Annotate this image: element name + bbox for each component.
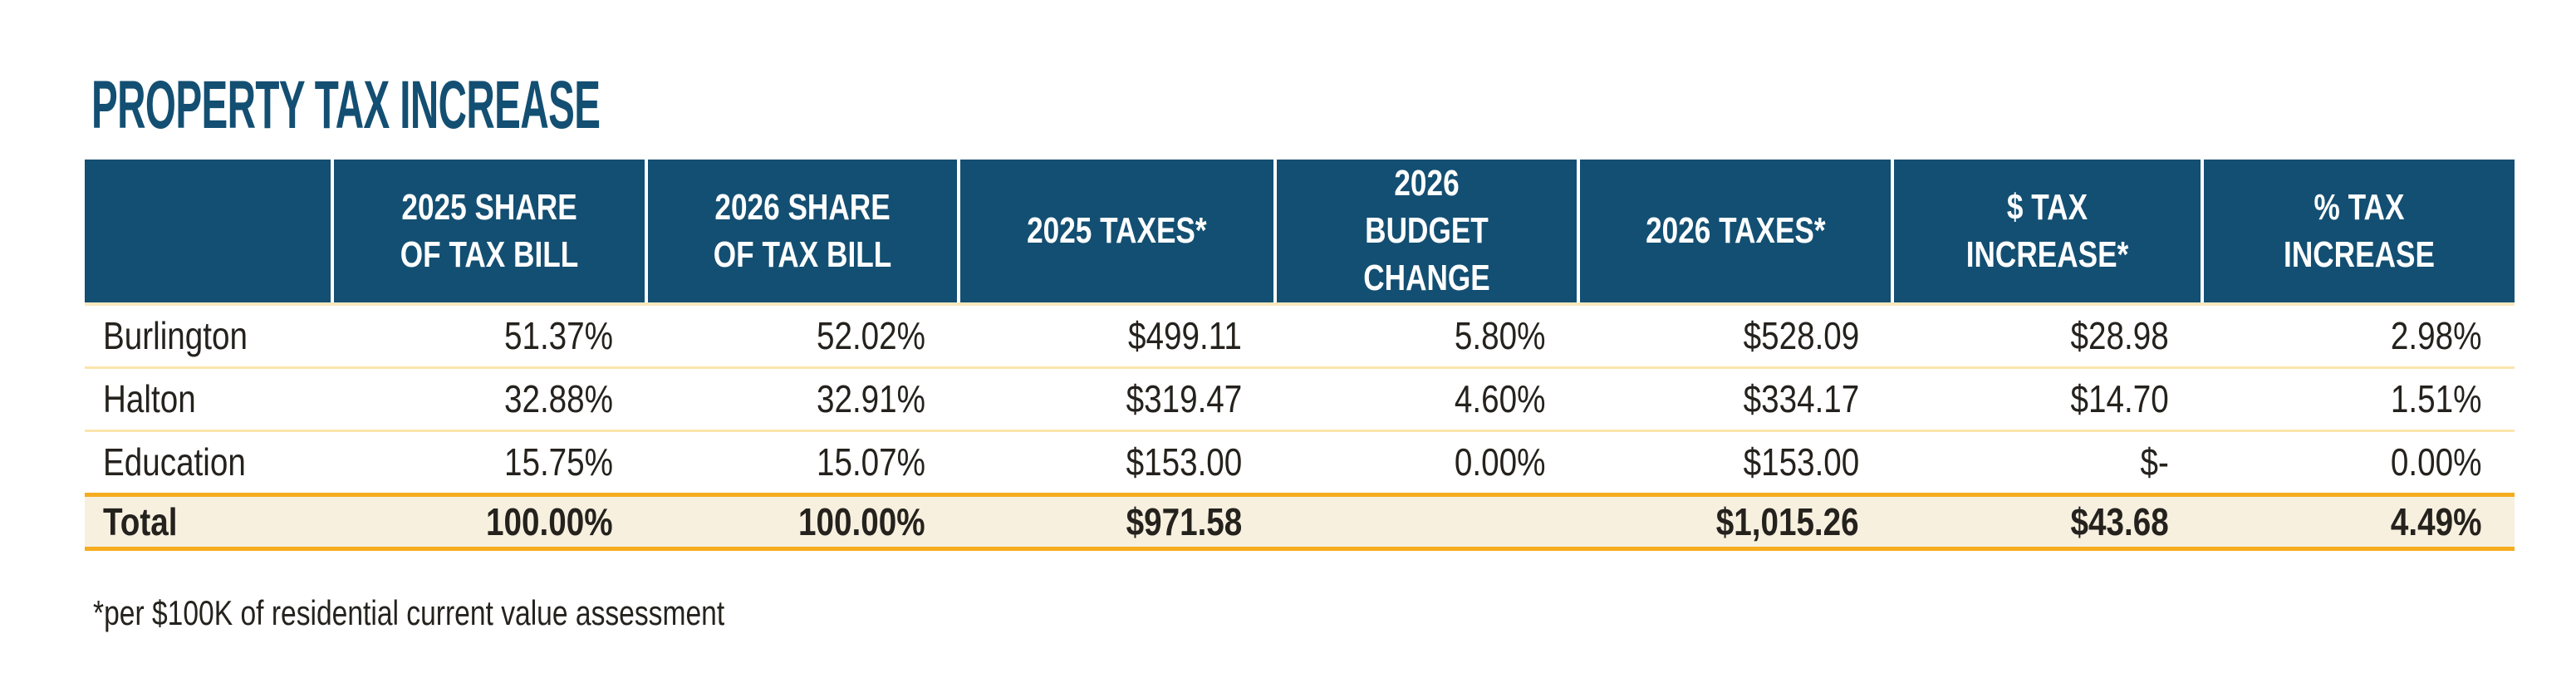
cell-value: $14.70 — [2070, 377, 2169, 421]
cell-tax-increase-percent: 4.49% — [2202, 492, 2515, 551]
cell-value: 2.98% — [2390, 314, 2481, 358]
footnote: *per $100K of residential current value … — [93, 593, 882, 633]
cell-taxes-2026: $1,015.26 — [1578, 492, 1892, 551]
cell-share-2025: 51.37% — [332, 303, 646, 369]
cell-value: $971.58 — [1126, 499, 1242, 543]
column-header-2026-share: 2026 SHARE OF TAX BILL — [646, 160, 960, 306]
cell-taxes-2025: $319.47 — [959, 367, 1275, 432]
column-header-2025-share: 2025 SHARE OF TAX BILL — [332, 160, 648, 306]
column-header-2026-taxes-text: 2026 TAXES* — [1645, 210, 1826, 252]
cell-value: 100.00% — [486, 499, 613, 543]
cell-value: 0.00% — [1454, 440, 1545, 484]
cell-value: 4.49% — [2390, 499, 2481, 543]
cell-taxes-2025: $971.58 — [959, 492, 1275, 551]
cell-taxes-2025: $499.11 — [959, 303, 1275, 369]
cell-value: $153.00 — [1126, 440, 1242, 484]
column-header-2025-taxes: 2025 TAXES* — [959, 160, 1277, 306]
cell-value: 4.60% — [1454, 377, 1545, 421]
column-header-2026-taxes: 2026 TAXES* — [1578, 160, 1894, 306]
cell-value: 15.75% — [503, 440, 613, 484]
cell-value: $- — [2140, 440, 2169, 484]
page-title: PROPERTY TAX INCREASE — [91, 71, 969, 140]
cell-taxes-2025: $153.00 — [959, 430, 1275, 496]
cell-value: 32.88% — [503, 377, 613, 421]
cell-budget-change-2026: 4.60% — [1275, 367, 1578, 432]
cell-share-2025: 15.75% — [332, 430, 646, 496]
row-label-halton: Halton — [85, 367, 332, 432]
cell-value: 100.00% — [798, 499, 925, 543]
cell-value: 1.51% — [2390, 377, 2481, 421]
cell-taxes-2026: $334.17 — [1578, 367, 1892, 432]
header-row: 2025 SHARE OF TAX BILL 2026 SHARE OF TAX… — [85, 160, 2515, 306]
cell-share-2025: 100.00% — [332, 492, 646, 551]
cell-value: 0.00% — [2390, 440, 2481, 484]
cell-share-2026: 15.07% — [646, 430, 959, 496]
page-title-text: PROPERTY TAX INCREASE — [91, 67, 601, 143]
column-header-percent-tax-increase: % TAX INCREASE — [2202, 160, 2515, 306]
row-label-burlington: Burlington — [85, 303, 332, 369]
row-label-text: Burlington — [103, 314, 248, 358]
table-body: Burlington 51.37% 52.02% $499.11 5.80% $… — [85, 303, 2515, 551]
table-header: 2025 SHARE OF TAX BILL 2026 SHARE OF TAX… — [85, 160, 2515, 306]
cell-tax-increase-percent: 1.51% — [2202, 367, 2515, 432]
table-row-burlington: Burlington 51.37% 52.02% $499.11 5.80% $… — [85, 303, 2515, 369]
cell-tax-increase-dollar: $28.98 — [1892, 303, 2202, 369]
cell-value: 51.37% — [503, 314, 613, 358]
footnote-text: *per $100K of residential current value … — [93, 593, 725, 632]
cell-tax-increase-percent: 2.98% — [2202, 303, 2515, 369]
cell-share-2026: 100.00% — [646, 492, 959, 551]
column-header-2026-share-text: 2026 SHARE OF TAX BILL — [713, 186, 892, 275]
cell-tax-increase-percent: 0.00% — [2202, 430, 2515, 496]
property-tax-table: 2025 SHARE OF TAX BILL 2026 SHARE OF TAX… — [85, 160, 2515, 551]
cell-tax-increase-dollar: $43.68 — [1892, 492, 2202, 551]
cell-share-2026: 32.91% — [646, 367, 959, 432]
cell-value: $528.09 — [1743, 314, 1859, 358]
row-label-text: Total — [103, 499, 178, 543]
cell-value: $43.68 — [2070, 499, 2169, 543]
row-label-text: Halton — [103, 377, 196, 421]
cell-share-2026: 52.02% — [646, 303, 959, 369]
column-header-entity — [85, 160, 334, 306]
cell-value: 52.02% — [816, 314, 925, 358]
column-header-2025-share-text: 2025 SHARE OF TAX BILL — [400, 186, 579, 275]
table-row-education: Education 15.75% 15.07% $153.00 0.00% $1… — [85, 430, 2515, 496]
cell-taxes-2026: $153.00 — [1578, 430, 1892, 496]
cell-value: $1,015.26 — [1716, 499, 1859, 543]
column-header-dollar-tax-increase-text: $ TAX INCREASE* — [1965, 186, 2129, 275]
row-label-text: Education — [103, 440, 246, 484]
table-row-total: Total 100.00% 100.00% $971.58 $1,015.26 … — [85, 492, 2515, 551]
cell-share-2025: 32.88% — [332, 367, 646, 432]
cell-tax-increase-dollar: $14.70 — [1892, 367, 2202, 432]
cell-budget-change-2026: 5.80% — [1275, 303, 1578, 369]
cell-value: 32.91% — [816, 377, 925, 421]
cell-value: $319.47 — [1126, 377, 1242, 421]
cell-budget-change-2026 — [1275, 492, 1578, 551]
column-header-2026-budget-change-text: 2026 BUDGET CHANGE — [1363, 163, 1490, 299]
cell-value: $28.98 — [2070, 314, 2169, 358]
cell-tax-increase-dollar: $- — [1892, 430, 2202, 496]
cell-value: $334.17 — [1743, 377, 1859, 421]
column-header-2026-budget-change: 2026 BUDGET CHANGE — [1275, 160, 1580, 306]
cell-budget-change-2026: 0.00% — [1275, 430, 1578, 496]
cell-value: 15.07% — [816, 440, 925, 484]
column-header-2025-taxes-text: 2025 TAXES* — [1027, 210, 1207, 252]
row-label-education: Education — [85, 430, 332, 496]
table-row-halton: Halton 32.88% 32.91% $319.47 4.60% $334.… — [85, 367, 2515, 432]
row-label-total: Total — [85, 492, 332, 551]
cell-value: $499.11 — [1128, 314, 1242, 358]
cell-taxes-2026: $528.09 — [1578, 303, 1892, 369]
cell-value: 5.80% — [1454, 314, 1545, 358]
column-header-percent-tax-increase-text: % TAX INCREASE — [2284, 186, 2435, 275]
cell-value: $153.00 — [1743, 440, 1859, 484]
column-header-dollar-tax-increase: $ TAX INCREASE* — [1892, 160, 2204, 306]
